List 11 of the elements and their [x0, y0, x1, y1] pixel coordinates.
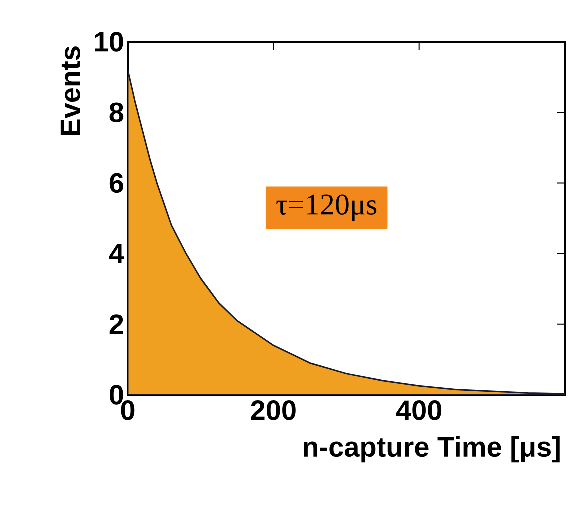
x-tick-label: 400 — [396, 400, 442, 420]
y-tick-label: 8 — [110, 102, 124, 122]
y-axis-title: Events — [60, 46, 80, 136]
y-tick-label: 10 — [95, 32, 124, 52]
x-axis-title: n-capture Time [μs] — [304, 436, 560, 463]
x-tick-label: 200 — [251, 400, 296, 420]
annotation: τ=120μs — [276, 194, 377, 222]
y-tick-label: 2 — [110, 314, 124, 334]
y-tick-label: 6 — [110, 173, 124, 194]
y-tick-label: 4 — [109, 244, 124, 264]
y-tick-label: 0 — [110, 385, 124, 405]
